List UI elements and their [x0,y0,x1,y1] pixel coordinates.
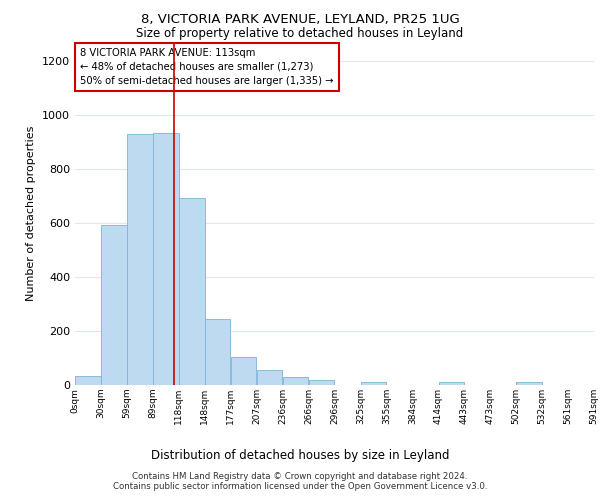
Bar [361,382,386,385]
Bar [231,356,256,385]
Bar [75,376,101,385]
Bar [283,377,308,385]
Bar [127,134,152,385]
Bar [517,382,542,385]
Text: 8, VICTORIA PARK AVENUE, LEYLAND, PR25 1UG: 8, VICTORIA PARK AVENUE, LEYLAND, PR25 1… [140,12,460,26]
Bar [439,382,464,385]
Bar [257,370,283,385]
Text: Contains public sector information licensed under the Open Government Licence v3: Contains public sector information licen… [113,482,487,491]
Bar [153,133,179,385]
Bar [205,319,230,385]
Text: Size of property relative to detached houses in Leyland: Size of property relative to detached ho… [136,28,464,40]
Text: 8 VICTORIA PARK AVENUE: 113sqm
← 48% of detached houses are smaller (1,273)
50% : 8 VICTORIA PARK AVENUE: 113sqm ← 48% of … [80,48,334,86]
Text: Distribution of detached houses by size in Leyland: Distribution of detached houses by size … [151,450,449,462]
Bar [309,380,334,385]
Y-axis label: Number of detached properties: Number of detached properties [26,126,37,302]
Text: Contains HM Land Registry data © Crown copyright and database right 2024.: Contains HM Land Registry data © Crown c… [132,472,468,481]
Bar [179,198,205,385]
Bar [101,224,127,385]
